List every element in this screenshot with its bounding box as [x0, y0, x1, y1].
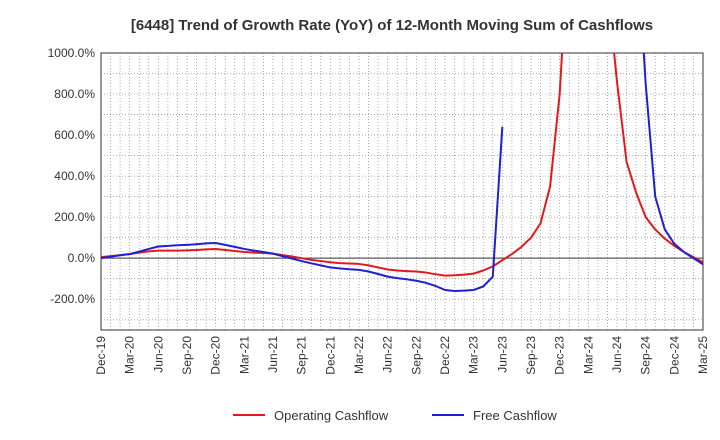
x-tick-label: Sep-20 [180, 336, 194, 375]
x-tick-label: Jun-22 [381, 336, 395, 373]
y-tick-label: 600.0% [54, 128, 95, 142]
x-tick-label: Jun-23 [495, 336, 509, 373]
legend: Operating Cashflow Free Cashflow [233, 408, 557, 423]
x-tick-label: Mar-20 [123, 336, 137, 374]
x-tick-label: Dec-22 [438, 336, 452, 375]
y-tick-label: 1000.0% [48, 46, 96, 60]
x-tick-label: Sep-21 [295, 336, 309, 375]
series-layer [101, 53, 703, 293]
x-tick-label: Jun-24 [610, 336, 624, 373]
x-tick-label: Sep-24 [639, 336, 653, 375]
x-tick-label: Dec-20 [209, 336, 223, 375]
x-tick-label: Dec-19 [94, 336, 108, 375]
x-tick-label: Dec-23 [553, 336, 567, 375]
x-tick-label: Jun-21 [266, 336, 280, 373]
y-tick-label: -200.0% [50, 292, 95, 306]
x-tick-label: Mar-23 [467, 336, 481, 374]
y-tick-label: 200.0% [54, 210, 95, 224]
x-tick-label: Dec-24 [667, 336, 681, 375]
axis-layer: -200.0% 0.0% 200.0% 400.0% 600.0% 800.0% 1000.… [48, 46, 710, 375]
series-line-operating-cashflow [101, 53, 703, 277]
y-tick-label: 800.0% [54, 87, 95, 101]
x-tick-label: Mar-24 [581, 336, 595, 374]
grid-layer [100, 52, 704, 331]
x-tick-label: Sep-22 [409, 336, 423, 375]
legend-label: Operating Cashflow [274, 408, 389, 423]
x-tick-label: Dec-21 [323, 336, 337, 375]
series-line-free-cashflow [101, 53, 703, 293]
plot-border [100, 52, 704, 331]
x-tick-label: Jun-20 [151, 336, 165, 373]
x-tick-label: Sep-23 [524, 336, 538, 375]
x-tick-label: Mar-21 [237, 336, 251, 374]
y-tick-label: 400.0% [54, 169, 95, 183]
x-tick-label: Mar-25 [696, 336, 710, 374]
chart-title: [6448] Trend of Growth Rate (YoY) of 12-… [131, 17, 653, 34]
x-tick-label: Mar-22 [352, 336, 366, 374]
y-tick-label: 0.0% [68, 251, 96, 265]
legend-label: Free Cashflow [473, 408, 557, 423]
